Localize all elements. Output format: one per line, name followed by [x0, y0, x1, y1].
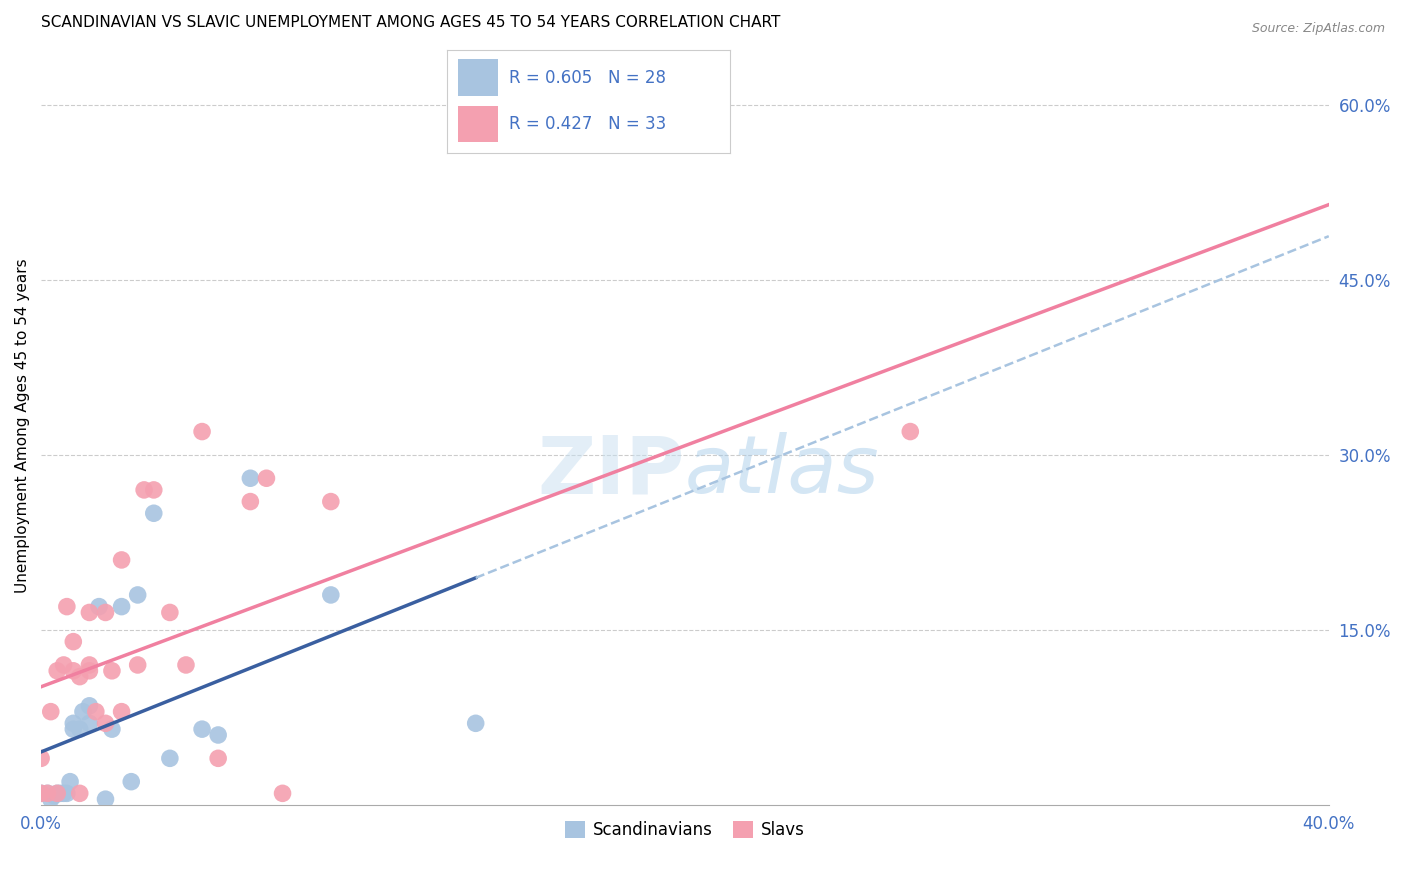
Point	[79, 716, 101, 731]
Point	[101, 722, 124, 736]
Point	[319, 588, 342, 602]
Point	[79, 664, 101, 678]
Point	[37, 786, 59, 800]
Point	[62, 664, 84, 678]
Point	[69, 786, 91, 800]
Point	[39, 792, 62, 806]
Point	[142, 506, 165, 520]
Point	[256, 471, 278, 485]
Point	[46, 664, 69, 678]
Point	[56, 786, 79, 800]
Legend: Scandinavians, Slavs: Scandinavians, Slavs	[558, 814, 811, 846]
Point	[79, 698, 101, 713]
Point	[127, 588, 149, 602]
Point	[120, 774, 142, 789]
Point	[30, 786, 52, 800]
Text: ZIP: ZIP	[537, 433, 685, 510]
Point	[87, 599, 110, 614]
Point	[134, 483, 156, 497]
Point	[59, 774, 82, 789]
Point	[94, 606, 117, 620]
Point	[30, 786, 52, 800]
Point	[72, 705, 94, 719]
Point	[464, 716, 486, 731]
Point	[239, 471, 262, 485]
Point	[207, 728, 229, 742]
Point	[239, 494, 262, 508]
Point	[271, 786, 294, 800]
Point	[319, 494, 342, 508]
Point	[49, 786, 72, 800]
Point	[159, 751, 181, 765]
Point	[142, 483, 165, 497]
Point	[94, 716, 117, 731]
Point	[110, 599, 132, 614]
Point	[62, 722, 84, 736]
Point	[84, 705, 107, 719]
Point	[191, 722, 214, 736]
Point	[110, 553, 132, 567]
Point	[46, 786, 69, 800]
Point	[37, 786, 59, 800]
Point	[79, 657, 101, 672]
Point	[159, 606, 181, 620]
Point	[101, 664, 124, 678]
Point	[52, 657, 75, 672]
Point	[46, 786, 69, 800]
Point	[79, 606, 101, 620]
Point	[69, 670, 91, 684]
Point	[62, 716, 84, 731]
Point	[69, 722, 91, 736]
Point	[39, 705, 62, 719]
Text: SCANDINAVIAN VS SLAVIC UNEMPLOYMENT AMONG AGES 45 TO 54 YEARS CORRELATION CHART: SCANDINAVIAN VS SLAVIC UNEMPLOYMENT AMON…	[41, 15, 780, 30]
Point	[127, 657, 149, 672]
Text: atlas: atlas	[685, 433, 880, 510]
Point	[56, 599, 79, 614]
Point	[207, 751, 229, 765]
Point	[94, 792, 117, 806]
Point	[898, 425, 921, 439]
Point	[52, 786, 75, 800]
Point	[62, 634, 84, 648]
Point	[42, 789, 65, 803]
Point	[174, 657, 197, 672]
Y-axis label: Unemployment Among Ages 45 to 54 years: Unemployment Among Ages 45 to 54 years	[15, 259, 30, 593]
Point	[110, 705, 132, 719]
Point	[191, 425, 214, 439]
Point	[30, 751, 52, 765]
Text: Source: ZipAtlas.com: Source: ZipAtlas.com	[1251, 22, 1385, 36]
